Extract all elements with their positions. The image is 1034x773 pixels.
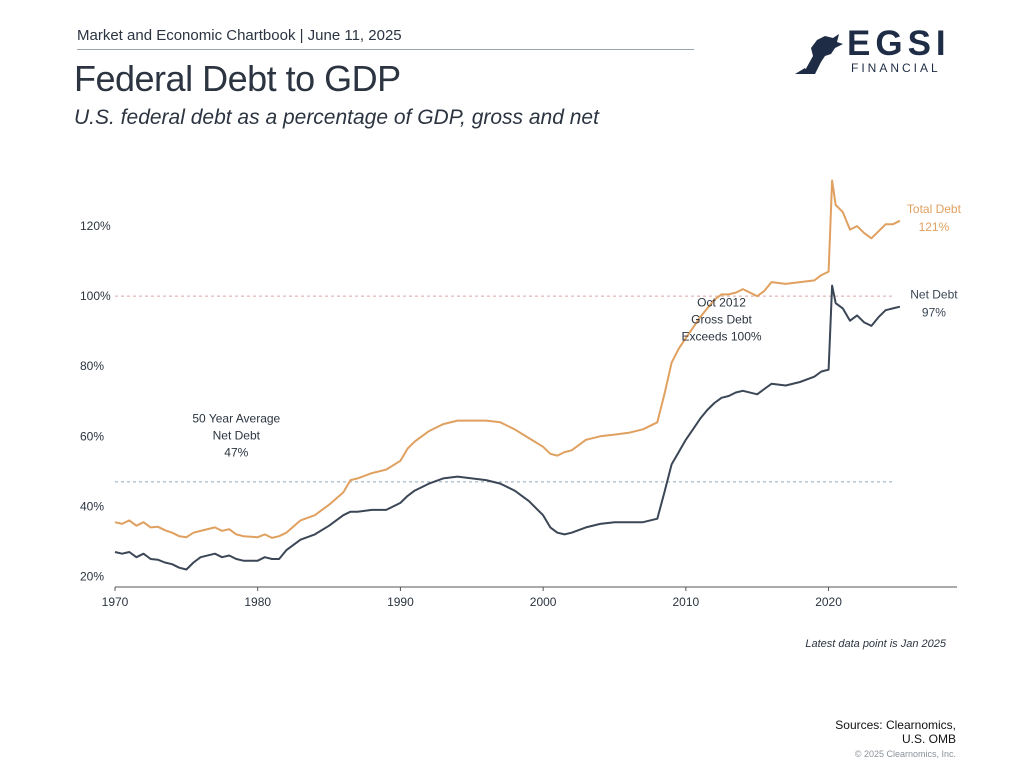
annotation-1-line-1: Gross Debt <box>691 313 752 327</box>
series-line-total-debt <box>114 179 901 539</box>
lion-icon <box>795 34 843 74</box>
x-tick-label-2010: 2010 <box>672 595 699 609</box>
y-tick-label-40: 40% <box>80 499 104 513</box>
logo-subtext: FINANCIAL <box>851 61 941 75</box>
reference-lines <box>115 295 895 483</box>
annotation-0-line-0: 50 Year Average <box>192 411 280 425</box>
annotation-1-line-0: Oct 2012 <box>697 296 746 310</box>
y-tick-label-20: 20% <box>80 569 104 583</box>
end-label-net-debt: Net Debt <box>910 288 958 302</box>
chart-subtitle: U.S. federal debt as a percentage of GDP… <box>74 106 599 129</box>
sources: Sources: Clearnomics, U.S. OMB <box>835 718 956 746</box>
x-tick-label-1980: 1980 <box>244 595 271 609</box>
latest-data-note: Latest data point is Jan 2025 <box>805 638 946 650</box>
sources-line-2: U.S. OMB <box>901 732 956 746</box>
y-axis: 20% 40% 60% 80% 100% 120% <box>80 219 111 583</box>
x-tick-label-2000: 2000 <box>530 595 557 609</box>
series-lines: Total Debt 121% Net Debt 97% <box>114 179 962 571</box>
annotation-0-line-1: Net Debt <box>213 428 261 442</box>
y-tick-label-60: 60% <box>80 429 104 443</box>
annotation-0-line-2: 47% <box>224 445 248 459</box>
egsi-logo: EGSI FINANCIAL <box>795 24 955 78</box>
end-value-total-debt: 121% <box>919 220 950 234</box>
header-divider <box>77 49 694 50</box>
debt-chart: 20% 40% 60% 80% 100% 120% 1970 1980 1990 2000 201… <box>80 179 962 609</box>
x-tick-label-1990: 1990 <box>387 595 414 609</box>
chart-title: Federal Debt to GDP <box>74 58 401 99</box>
x-axis: 1970 1980 1990 2000 2010 2020 <box>102 586 957 609</box>
chart-annotations: 50 Year Average Net Debt 47% Oct 2012 Gross … <box>192 296 762 460</box>
annotation-1-line-2: Exceeds 100% <box>681 330 761 344</box>
end-label-total-debt: Total Debt <box>907 202 962 216</box>
series-line-net-debt <box>114 284 901 571</box>
chartbook-header: Market and Economic Chartbook | June 11,… <box>77 27 402 44</box>
end-value-net-debt: 97% <box>922 306 946 320</box>
x-tick-label-1970: 1970 <box>102 595 129 609</box>
sources-line-1: Sources: Clearnomics, <box>835 718 956 732</box>
copyright: © 2025 Clearnomics, Inc. <box>854 749 956 759</box>
x-tick-label-2020: 2020 <box>815 595 842 609</box>
y-tick-label-100: 100% <box>80 289 111 303</box>
y-tick-label-120: 120% <box>80 219 111 233</box>
y-tick-label-80: 80% <box>80 359 104 373</box>
logo-name: EGSI <box>847 24 951 63</box>
